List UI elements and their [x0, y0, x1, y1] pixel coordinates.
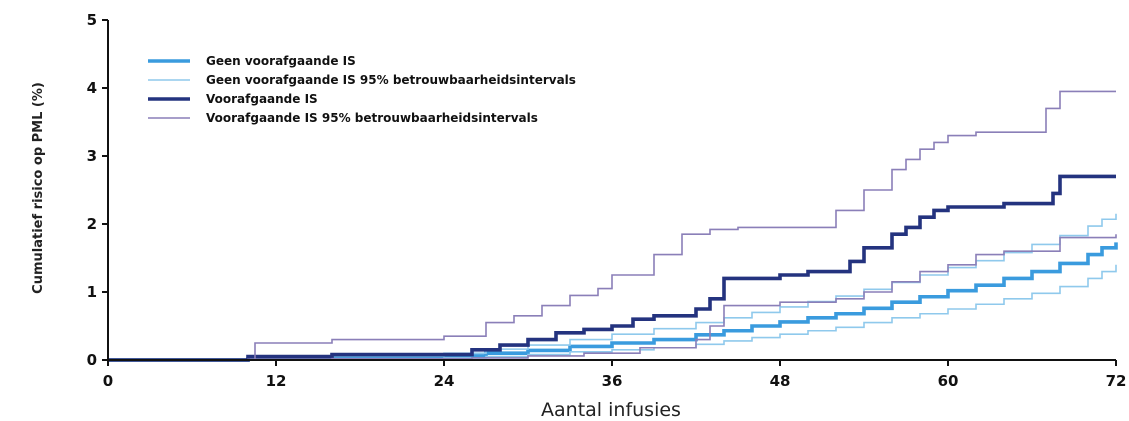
series-line-0	[108, 242, 1118, 362]
legend-label-3: Voorafgaande IS 95% betrouwbaarheidsinte…	[206, 111, 538, 125]
series-layer	[108, 90, 1118, 362]
y-tick-label: 5	[87, 11, 97, 29]
y-tick-label: 4	[87, 79, 97, 97]
y-axis-title: Cumulatief risico op PML (%)	[31, 82, 46, 294]
x-tick-label: 48	[770, 372, 791, 390]
y-tick-label: 1	[87, 283, 97, 301]
y-tick-label: 0	[87, 351, 97, 369]
legend-label-1: Geen voorafgaande IS 95% betrouwbaarheid…	[206, 73, 576, 87]
x-tick-label: 24	[434, 372, 455, 390]
y-tick-label: 2	[87, 215, 97, 233]
x-tick-label: 12	[266, 372, 287, 390]
series-line-3	[108, 174, 1116, 362]
series-line-4	[108, 90, 1116, 361]
x-tick-label: 60	[938, 372, 959, 390]
series-line-2	[108, 264, 1117, 361]
x-axis-title: Aantal infusies	[541, 399, 681, 421]
legend-label-2: Voorafgaande IS	[206, 92, 318, 106]
x-tick-label: 72	[1106, 372, 1127, 390]
y-tick-label: 3	[87, 147, 97, 165]
legend: Geen voorafgaande IS Geen voorafgaande IS…	[148, 54, 576, 125]
series-line-5	[108, 234, 1117, 361]
x-tick-label: 36	[602, 372, 623, 390]
legend-label-0: Geen voorafgaande IS	[206, 54, 356, 68]
x-tick-label: 0	[103, 372, 113, 390]
